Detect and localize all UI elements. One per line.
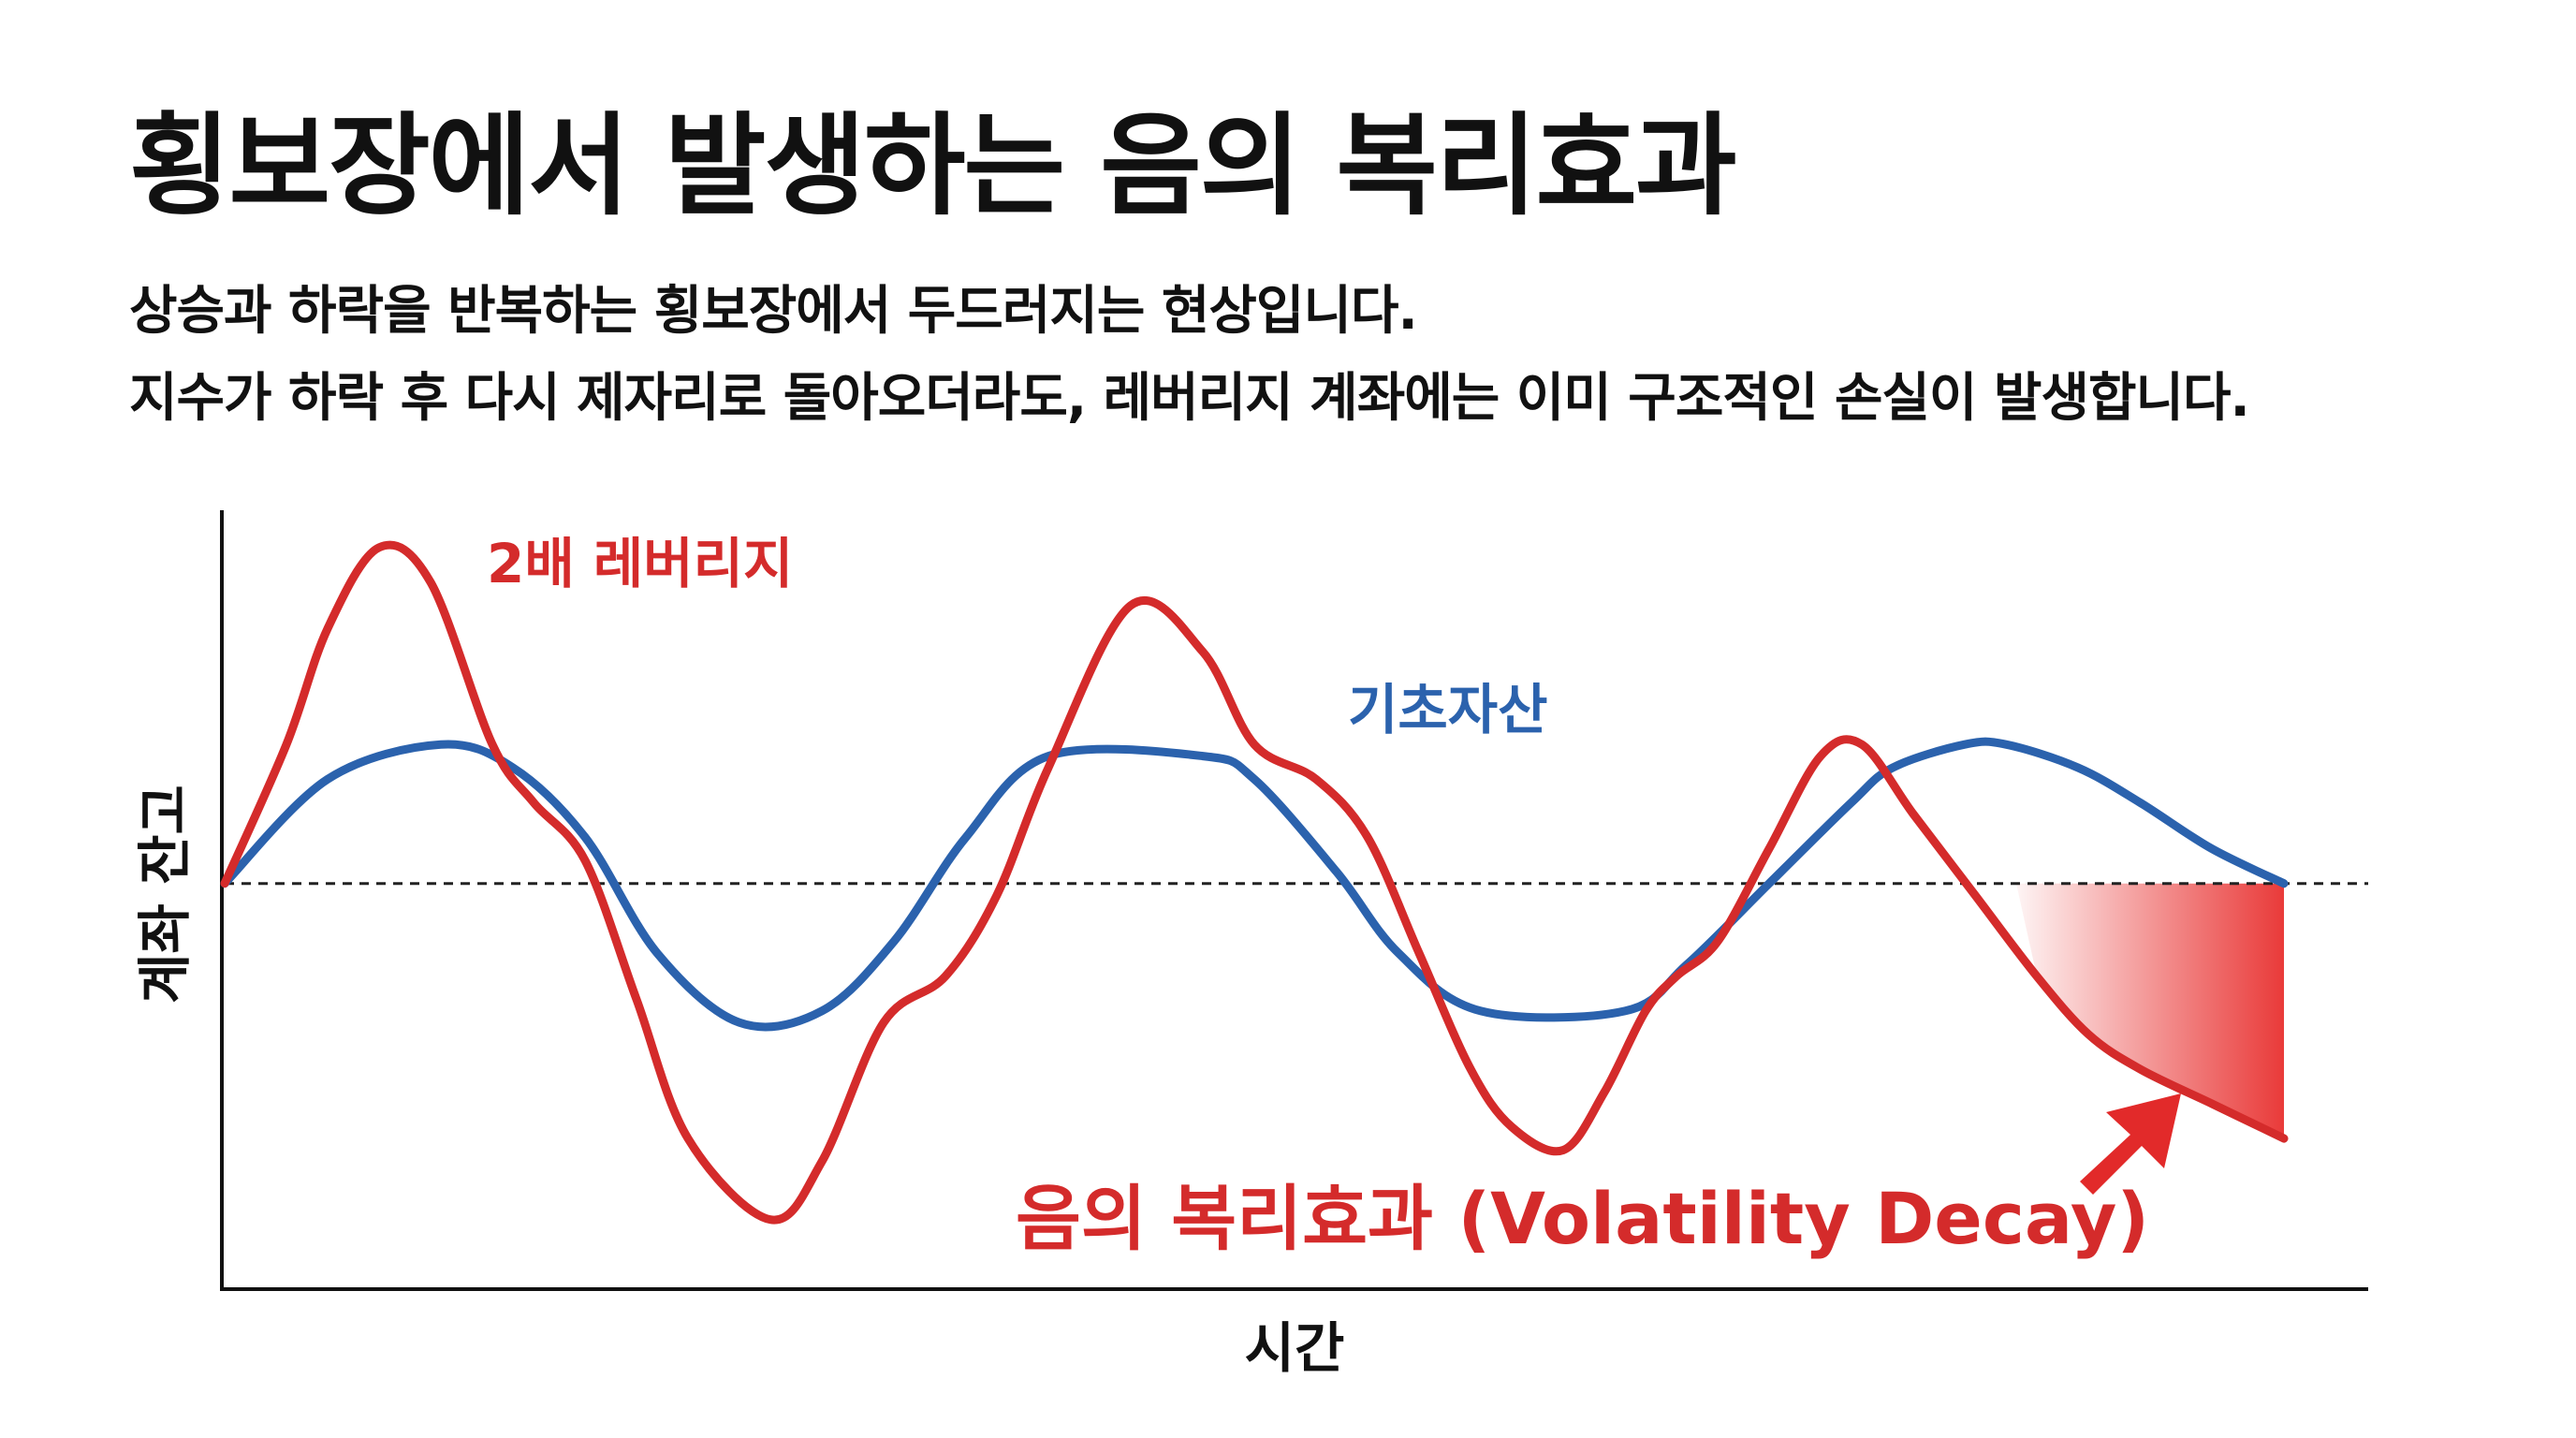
page-title: 횡보장에서 발생하는 음의 복리효과 [129, 101, 1737, 230]
decay-annotation-label: 음의 복리효과 (Volatility Decay) [1016, 1177, 2149, 1260]
series-label-underlying: 기초자산 [1348, 678, 1547, 741]
series-label-leverage: 2배 레버리지 [487, 532, 793, 595]
x-axis-label: 시간 [1245, 1316, 1345, 1380]
series-line-underlying [220, 737, 2289, 1032]
subtitle-line-2: 지수가 하락 후 다시 제자리로 돌아오더라도, 레버리지 계좌에는 이미 구조… [129, 368, 2250, 429]
volatility-decay-area [2016, 883, 2284, 1139]
decay-arrow-icon [2080, 1093, 2181, 1195]
series-line-leverage [220, 540, 2289, 1225]
subtitle-line-1: 상승과 하락을 반복하는 횡보장에서 두드러지는 현상입니다. [129, 281, 1418, 342]
y-axis-label: 계좌 잔고 [133, 785, 197, 1004]
